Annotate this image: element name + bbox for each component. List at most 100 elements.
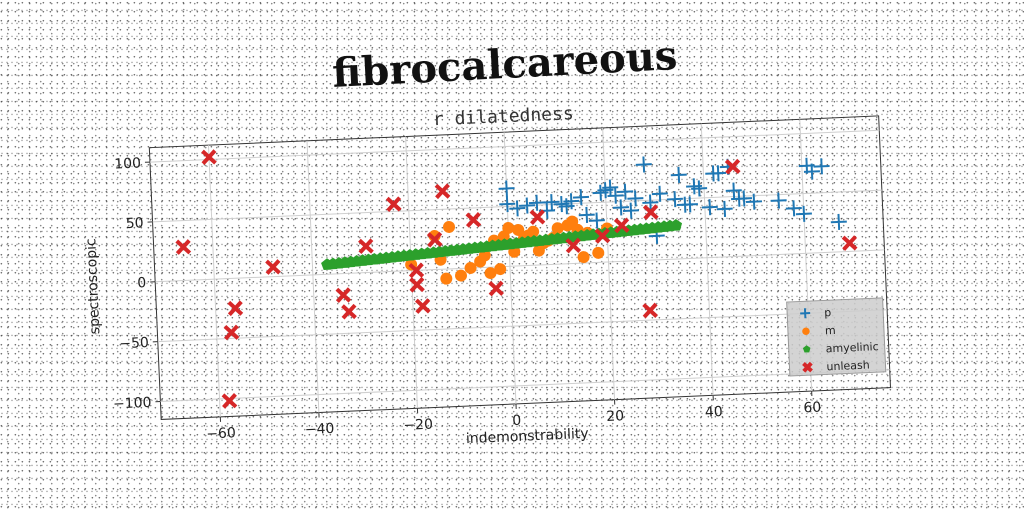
x-axis-label: indemonstrability [466, 426, 589, 447]
legend-label-m: m [825, 324, 836, 337]
legend-marker-m [802, 327, 810, 335]
data-point-m [494, 263, 507, 276]
legend-box [786, 297, 887, 377]
data-point-p [681, 196, 698, 213]
x-tick-label: 60 [803, 400, 822, 417]
data-point-p [735, 190, 753, 207]
data-point-unleash [841, 235, 858, 251]
data-point-p [563, 193, 580, 210]
data-point-unleash [408, 262, 425, 279]
data-point-p [725, 182, 742, 199]
data-point-unleash [335, 287, 352, 304]
chart-title: fibrocalcareous [331, 32, 678, 97]
data-point-m [455, 269, 468, 282]
data-point-p [528, 194, 545, 211]
data-point-unleash [227, 300, 244, 317]
data-point-unleash [488, 280, 504, 297]
data-point-p [572, 189, 590, 206]
legend-label-p: p [824, 306, 832, 319]
data-point-unleash [426, 231, 443, 248]
data-point-p [498, 180, 515, 197]
data-point-p [691, 180, 708, 197]
x-gridline [207, 145, 221, 417]
data-point-unleash [265, 259, 281, 275]
data-point-unleash [341, 303, 357, 320]
data-point-unleash [594, 228, 611, 244]
data-point-p [642, 194, 659, 211]
data-point-p [617, 183, 634, 200]
data-point-p [795, 205, 812, 222]
data-point-p [670, 166, 687, 183]
data-point-p [509, 200, 526, 217]
data-point-p [710, 165, 727, 182]
data-point-p [499, 196, 516, 213]
legend-label-amyelinic: amyelinic [825, 340, 878, 355]
data-point-p [519, 197, 536, 214]
x-gridline [503, 132, 517, 404]
data-point-unleash [434, 183, 451, 200]
data-point-unleash [642, 204, 659, 221]
data-point-unleash [223, 324, 240, 341]
data-point-p [635, 156, 652, 173]
data-point-p [607, 187, 624, 204]
legend: pm amyelinic unleash [786, 297, 887, 377]
data-point-p [602, 179, 619, 196]
y-gridline [160, 369, 890, 402]
data-point-p [716, 200, 733, 217]
data-marks [175, 149, 858, 409]
data-point-m [592, 246, 605, 259]
data-point-m [502, 221, 515, 234]
data-point-m [551, 222, 564, 235]
x-tick-label: −40 [305, 421, 335, 438]
data-point-p [543, 194, 560, 211]
y-gridline [155, 249, 885, 283]
data-point-p [803, 163, 820, 180]
data-point-p [651, 185, 668, 202]
data-point-unleash [529, 209, 546, 225]
data-point-unleash [409, 276, 425, 293]
data-point-m [443, 220, 456, 233]
data-point-p [578, 206, 595, 223]
y-tick-label: 50 [125, 215, 144, 232]
y-tick-label: 0 [137, 275, 147, 291]
x-tick-label: 20 [606, 408, 625, 425]
data-point-unleash [465, 212, 482, 228]
data-point-unleash [175, 239, 192, 255]
x-gridline [700, 123, 714, 396]
plot-area [148, 115, 892, 420]
data-point-amyelinic [669, 219, 683, 231]
data-point-unleash [358, 238, 374, 255]
y-gridline [149, 129, 880, 163]
data-point-p [588, 212, 605, 229]
data-point-unleash [201, 149, 217, 165]
y-gridline [157, 309, 888, 343]
data-point-p [785, 200, 802, 217]
data-point-unleash [613, 217, 630, 234]
x-tick-label: 0 [512, 413, 522, 429]
x-gridline [306, 140, 320, 413]
y-tick-label: 100 [114, 155, 141, 172]
legend-marker-amyelinic [802, 345, 811, 353]
data-point-m [440, 272, 453, 285]
y-tick-label: −50 [119, 335, 149, 352]
data-point-unleash [414, 298, 431, 314]
data-point-unleash [642, 302, 659, 319]
data-point-unleash [724, 158, 741, 175]
data-point-m [484, 267, 497, 280]
y-axis-label: spectroscopic [83, 238, 103, 335]
data-point-p [627, 190, 644, 207]
data-point-p [813, 158, 830, 175]
data-point-unleash [385, 196, 402, 213]
x-gridline [602, 127, 616, 400]
legend-label-unleash: unleash [826, 358, 870, 373]
x-tick-label: −60 [206, 425, 236, 442]
data-point-p [666, 191, 683, 208]
data-point-p [745, 193, 763, 210]
chart-subtitle: r dilatedness [432, 103, 574, 130]
data-point-p [612, 199, 629, 216]
x-tick-label: 40 [705, 404, 724, 421]
x-tick-label: −20 [403, 417, 433, 434]
data-point-p [622, 202, 640, 219]
data-point-p [830, 213, 847, 230]
